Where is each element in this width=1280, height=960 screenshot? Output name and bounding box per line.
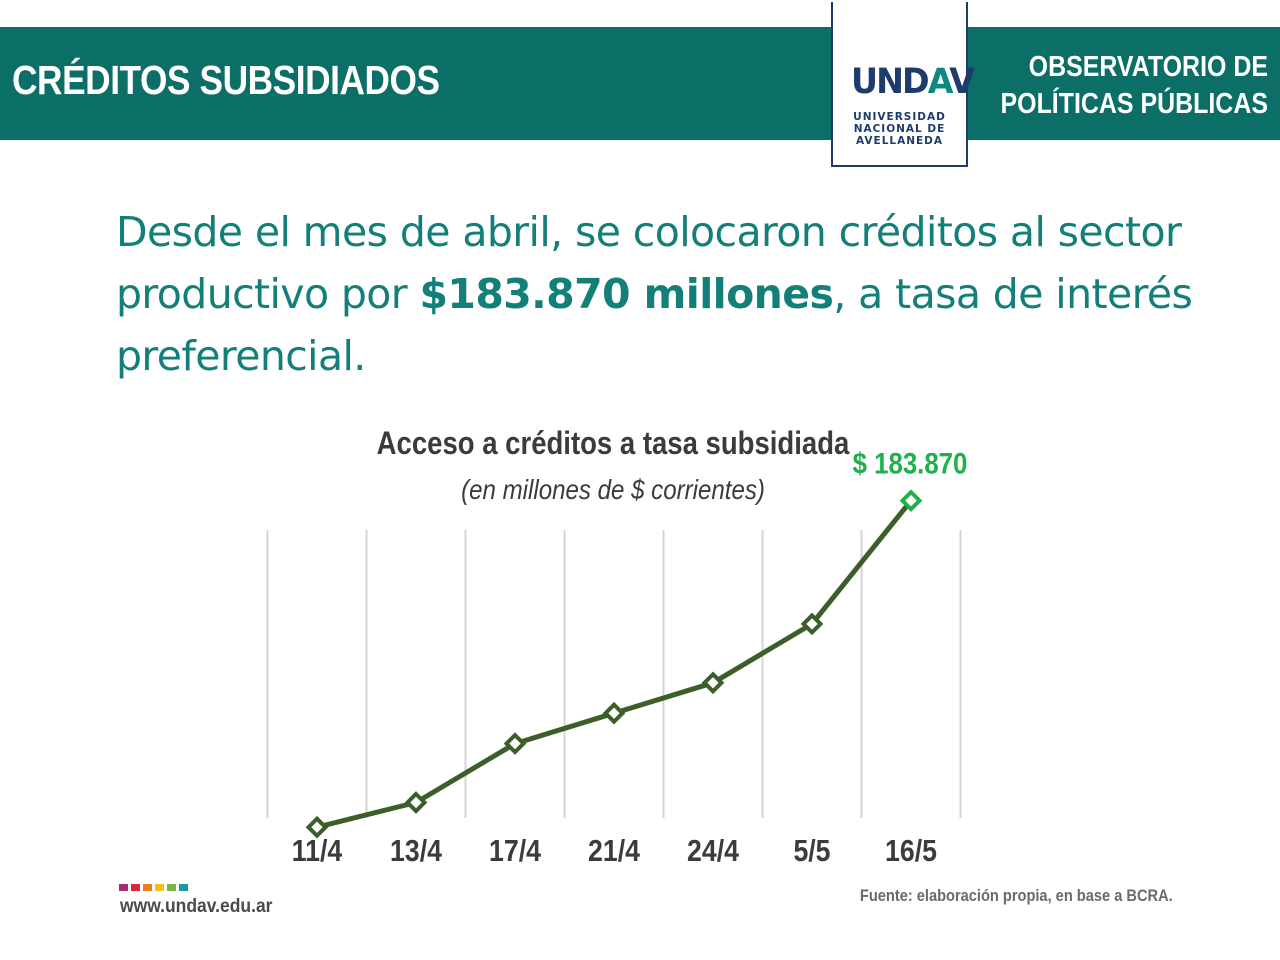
x-tick-label: 13/4: [390, 834, 442, 868]
chart-series: [314, 498, 914, 830]
data-point: [800, 612, 824, 636]
organization-name-line1: OBSERVATORIO DE: [1028, 51, 1268, 83]
brand-dot: [119, 884, 128, 891]
chart-subtitle: (en millones de $ corrientes): [461, 474, 765, 505]
x-tick-label: 24/4: [687, 834, 739, 868]
data-point: [701, 671, 725, 695]
chart-title: Acceso a créditos a tasa subsidiada: [376, 425, 850, 461]
series-line: [314, 498, 914, 830]
brand-dot: [143, 884, 152, 891]
brand-dot: [131, 884, 140, 891]
organization-name-line2: POLÍTICAS PÚBLICAS: [1000, 88, 1268, 120]
chart-labels: 11/4 13/4 17/4 21/4 24/4 5/5 16/5 $ 183.870: [292, 447, 968, 869]
data-point: [503, 732, 527, 755]
brand-dot: [179, 884, 188, 891]
x-tick-label: 16/5: [885, 834, 937, 868]
logo-caption: UNIVERSIDAD NACIONAL DE AVELLANEDA: [853, 111, 946, 147]
source-note: Fuente: elaboración propia, en base a BC…: [860, 886, 1173, 905]
logo-wordmark: UNDAV: [851, 62, 975, 102]
website-link[interactable]: www.undav.edu.ar: [120, 896, 273, 917]
page-title: CRÉDITOS SUBSIDIADOS: [12, 57, 440, 103]
data-point: [602, 701, 626, 725]
organization-name: OBSERVATORIO DE POLÍTICAS PÚBLICAS: [1001, 49, 1268, 123]
x-tick-label: 11/4: [292, 834, 342, 868]
lead-highlight-amount: $183.870 millones: [419, 270, 834, 318]
data-label: $ 183.870: [853, 447, 968, 480]
x-tick-label: 5/5: [793, 834, 830, 868]
x-tick-label: 17/4: [489, 834, 541, 868]
university-logo: UNDAV UNIVERSIDAD NACIONAL DE AVELLANEDA: [831, 2, 975, 167]
data-point: [305, 815, 329, 839]
brand-dot: [167, 884, 176, 891]
chart-gridlines: [266, 530, 962, 818]
data-point: [899, 489, 923, 512]
data-point: [404, 791, 428, 814]
header-banner: CRÉDITOS SUBSIDIADOS OBSERVATORIO DE POL…: [0, 27, 1280, 140]
x-tick-label: 21/4: [588, 834, 640, 868]
brand-color-dots: [119, 884, 188, 891]
chart-markers: [305, 489, 923, 839]
lead-paragraph: Desde el mes de abril, se colocaron créd…: [116, 208, 1193, 380]
brand-dot: [155, 884, 164, 891]
